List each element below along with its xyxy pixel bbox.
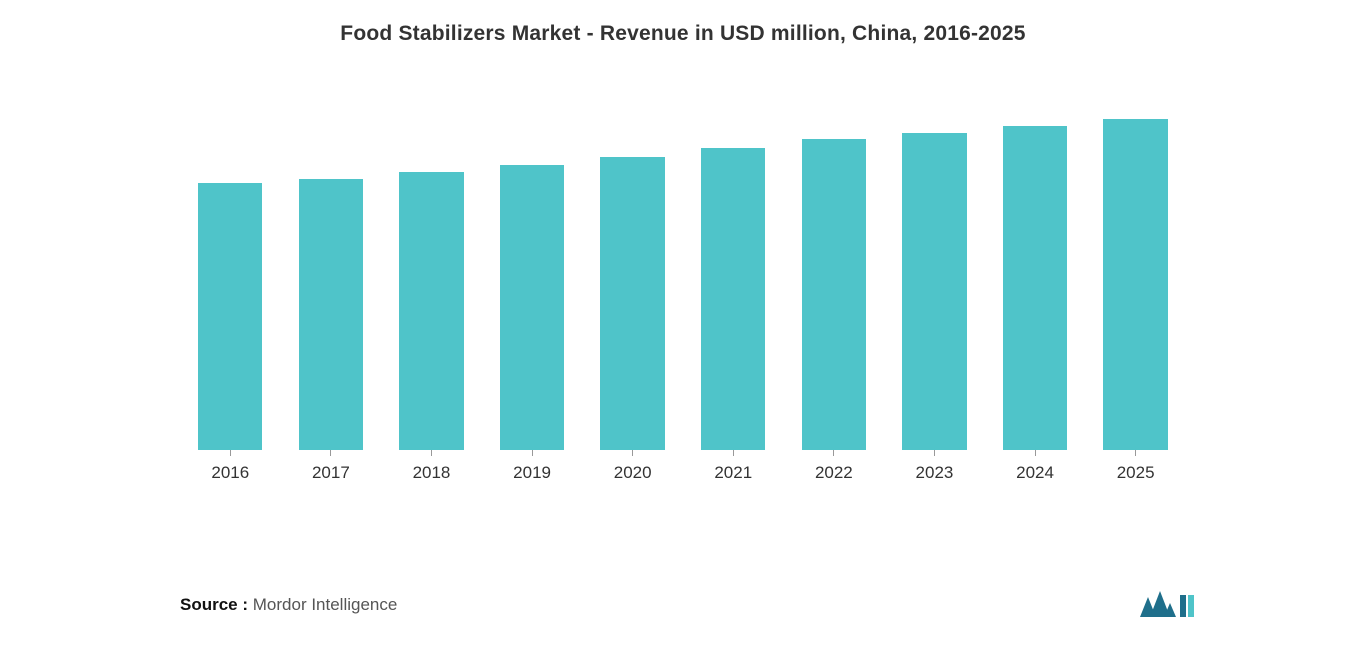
x-label: 2024 (985, 463, 1086, 483)
x-tick (230, 450, 231, 456)
x-label: 2019 (482, 463, 583, 483)
x-tick (934, 450, 935, 456)
x-label: 2018 (381, 463, 482, 483)
source-footer: Source : Mordor Intelligence (180, 595, 397, 615)
x-tick (330, 450, 331, 456)
x-label: 2022 (784, 463, 885, 483)
chart-area: 2016201720182019202020212022202320242025 (180, 106, 1186, 496)
bar (1003, 126, 1067, 450)
bar-wrap (683, 148, 784, 456)
chart-title: Food Stabilizers Market - Revenue in USD… (60, 22, 1306, 46)
x-label: 2023 (884, 463, 985, 483)
x-label: 2017 (281, 463, 382, 483)
bar (198, 183, 262, 450)
bar (802, 139, 866, 450)
bar (299, 179, 363, 450)
x-tick (431, 450, 432, 456)
bar-group (180, 106, 1186, 457)
bar-wrap (1085, 119, 1186, 456)
source-label: Source : (180, 595, 248, 614)
x-tick (1135, 450, 1136, 456)
x-tick (1035, 450, 1036, 456)
bar (1103, 119, 1167, 450)
source-value: Mordor Intelligence (248, 595, 397, 614)
bar-wrap (985, 126, 1086, 456)
bar-wrap (884, 133, 985, 456)
bar-wrap (582, 157, 683, 456)
x-label: 2020 (582, 463, 683, 483)
x-tick (532, 450, 533, 456)
bar-wrap (381, 172, 482, 456)
x-label: 2025 (1085, 463, 1186, 483)
bar-wrap (482, 165, 583, 456)
x-label: 2016 (180, 463, 281, 483)
bar-wrap (281, 179, 382, 456)
bar (902, 133, 966, 450)
mordor-logo-icon (1140, 589, 1196, 625)
x-tick (733, 450, 734, 456)
x-axis-labels: 2016201720182019202020212022202320242025 (180, 463, 1186, 483)
bar (399, 172, 463, 450)
x-label: 2021 (683, 463, 784, 483)
bar-wrap (784, 139, 885, 456)
bar (600, 157, 664, 450)
bar-wrap (180, 183, 281, 456)
x-tick (833, 450, 834, 456)
bar (500, 165, 564, 450)
chart-frame: Food Stabilizers Market - Revenue in USD… (0, 0, 1366, 655)
x-tick (632, 450, 633, 456)
bar (701, 148, 765, 450)
